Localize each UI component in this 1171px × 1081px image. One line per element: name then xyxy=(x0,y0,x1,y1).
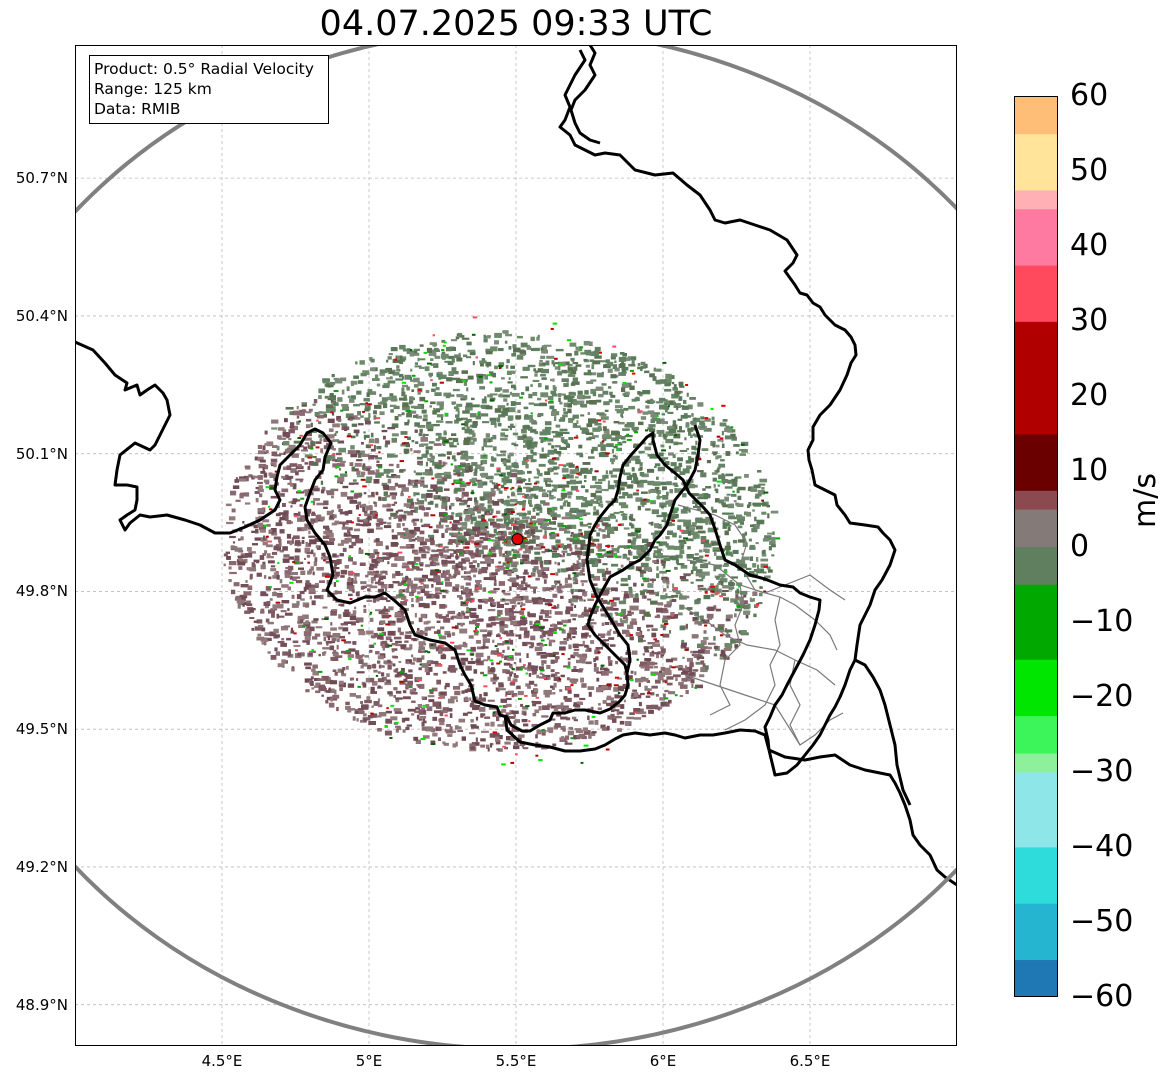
colorbar-band xyxy=(1014,921,1058,942)
data-source-line: Data: RMIB xyxy=(94,100,181,118)
colorbar-band xyxy=(1014,809,1058,829)
colorbar-band xyxy=(1014,302,1058,322)
colorbar-band xyxy=(1014,189,1058,210)
longitude-tick-label: 6°E xyxy=(649,1052,677,1070)
colorbar-band xyxy=(1014,508,1058,529)
colorbar-band xyxy=(1014,771,1058,792)
colorbar-band xyxy=(1014,828,1058,848)
colorbar-band xyxy=(1014,358,1058,379)
colorbar-band xyxy=(1014,659,1058,679)
radar-map xyxy=(75,45,957,1046)
product-info-box: Product: 0.5° Radial Velocity Range: 125… xyxy=(89,55,329,124)
colorbar-band xyxy=(1014,433,1058,454)
colorbar-band xyxy=(1014,283,1058,304)
longitude-tick-label: 5°E xyxy=(355,1052,383,1070)
colorbar-band xyxy=(1014,452,1058,473)
latitude-tick-label: 50.7°N xyxy=(15,169,68,188)
colorbar-band xyxy=(1014,940,1058,961)
country-borders xyxy=(75,45,957,887)
colorbar-tick-label: 10 xyxy=(1070,453,1109,489)
colorbar-band xyxy=(1014,565,1058,585)
colorbar-tick-label: −10 xyxy=(1070,603,1134,639)
latitude-tick-label: 48.9°N xyxy=(15,995,68,1014)
colorbar-band xyxy=(1014,321,1058,341)
colorbar-band xyxy=(1014,978,1058,998)
colorbar-tick-label: 50 xyxy=(1070,153,1109,189)
range-line: Range: 125 km xyxy=(94,80,212,98)
colorbar-band xyxy=(1014,584,1058,604)
colorbar-band xyxy=(1014,696,1058,717)
colorbar-band xyxy=(1014,640,1058,660)
colorbar-tick-label: −50 xyxy=(1070,903,1134,939)
colorbar-tick-label: 40 xyxy=(1070,228,1109,264)
colorbar-tick-label: −40 xyxy=(1070,828,1134,864)
latitude-tick-label: 49.5°N xyxy=(15,720,68,739)
colorbar-band xyxy=(1014,415,1058,435)
colorbar-band xyxy=(1014,903,1058,923)
colorbar-tick-label: −20 xyxy=(1070,678,1134,714)
colorbar-band xyxy=(1014,734,1058,754)
colorbar-band xyxy=(1014,114,1058,135)
colorbar-band xyxy=(1014,208,1058,228)
colorbar-band xyxy=(1014,752,1058,773)
colorbar-band xyxy=(1014,96,1058,116)
colorbar-tick-label: 20 xyxy=(1070,378,1109,414)
colorbar xyxy=(1014,96,1058,998)
colorbar-band xyxy=(1014,790,1058,810)
latitude-tick-label: 50.1°N xyxy=(15,444,68,463)
colorbar-tick-label: −60 xyxy=(1070,979,1134,1014)
colorbar-frame xyxy=(1014,96,1058,997)
colorbar-unit-label: m/s xyxy=(1128,473,1163,528)
colorbar-band xyxy=(1014,865,1058,885)
velocity-echoes xyxy=(223,316,781,766)
radar-map-canvas xyxy=(75,45,957,1046)
colorbar-band xyxy=(1014,884,1058,904)
longitude-tick-label: 4.5°E xyxy=(201,1052,243,1070)
colorbar-scale xyxy=(1014,96,1058,998)
colorbar-band xyxy=(1014,152,1058,172)
colorbar-band xyxy=(1014,602,1058,623)
map-title: 04.07.2025 09:33 UTC xyxy=(319,4,713,44)
colorbar-band xyxy=(1014,171,1058,191)
colorbar-band xyxy=(1014,133,1058,153)
colorbar-band xyxy=(1014,715,1058,735)
colorbar-band xyxy=(1014,227,1058,247)
radar-site-marker xyxy=(511,533,524,546)
colorbar-band xyxy=(1014,246,1058,266)
colorbar-band xyxy=(1014,340,1058,360)
colorbar-band xyxy=(1014,490,1058,510)
colorbar-tick-label: 0 xyxy=(1070,528,1090,564)
latitude-tick-label: 49.2°N xyxy=(15,857,68,876)
latitude-tick-label: 49.8°N xyxy=(15,582,68,601)
colorbar-band xyxy=(1014,846,1058,867)
colorbar-tick-label: 30 xyxy=(1070,303,1109,339)
colorbar-band xyxy=(1014,621,1058,641)
colorbar-band xyxy=(1014,546,1058,566)
colorbar-band xyxy=(1014,677,1058,698)
longitude-tick-label: 6.5°E xyxy=(789,1052,831,1070)
latitude-tick-label: 50.4°N xyxy=(15,306,68,325)
product-line: Product: 0.5° Radial Velocity xyxy=(94,60,314,78)
longitude-tick-label: 5.5°E xyxy=(495,1052,537,1070)
colorbar-band xyxy=(1014,377,1058,397)
colorbar-tick-label: 60 xyxy=(1070,78,1109,113)
colorbar-band xyxy=(1014,959,1058,979)
colorbar-band xyxy=(1014,264,1058,285)
colorbar-band xyxy=(1014,396,1058,416)
colorbar-tick-label: −30 xyxy=(1070,753,1134,789)
colorbar-band xyxy=(1014,527,1058,548)
colorbar-band xyxy=(1014,471,1058,491)
